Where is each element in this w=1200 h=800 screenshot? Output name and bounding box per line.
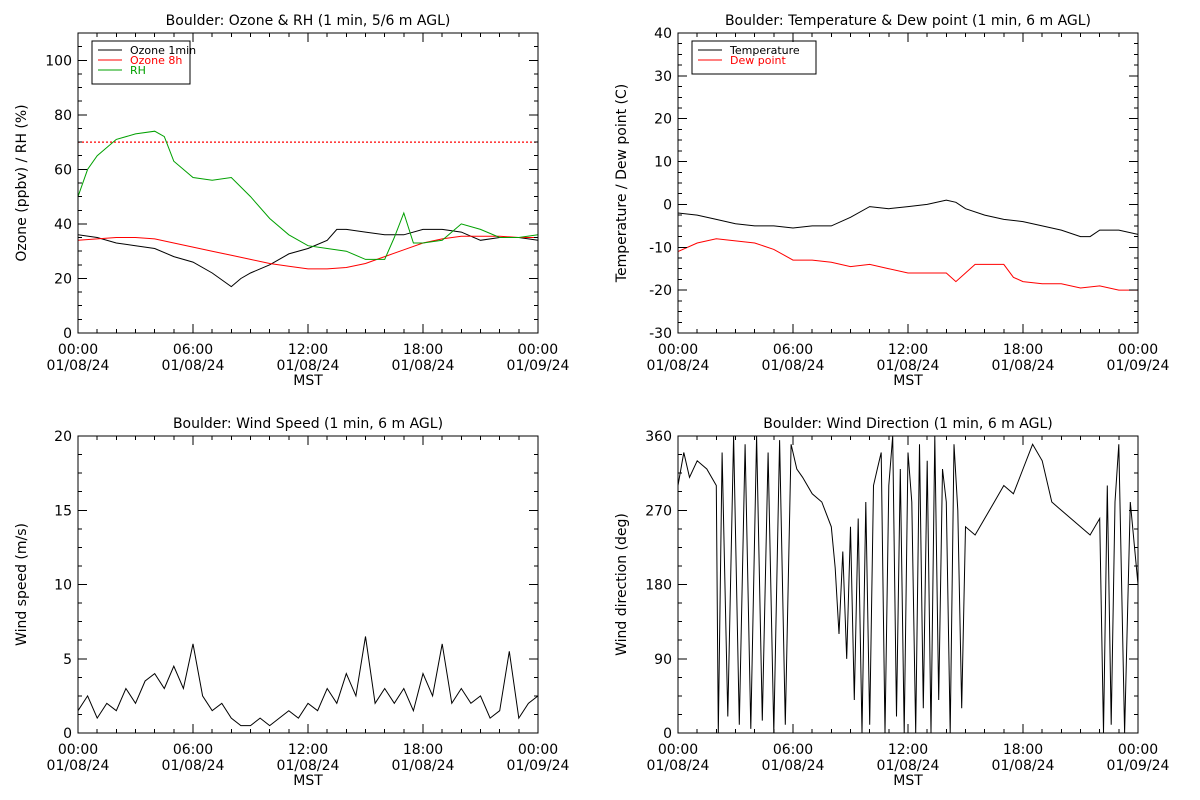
- x-tick-time-label: 06:00: [173, 742, 213, 758]
- y-tick-label: 100: [45, 53, 72, 69]
- x-tick-time-label: 18:00: [403, 342, 443, 358]
- legend-label: Dew point: [730, 54, 786, 67]
- panel-1: 02040608010000:0001/08/2406:0001/08/2412…: [14, 13, 570, 389]
- x-tick-time-label: 12:00: [888, 742, 928, 758]
- x-tick-date-label: 01/09/24: [507, 758, 570, 774]
- x-axis-label: MST: [893, 373, 923, 389]
- x-tick-time-label: 18:00: [1003, 742, 1043, 758]
- x-tick-date-label: 01/08/24: [47, 758, 110, 774]
- y-tick-label: 0: [663, 726, 672, 742]
- x-tick-date-label: 01/08/24: [992, 358, 1055, 374]
- x-tick-time-label: 00:00: [58, 742, 98, 758]
- y-axis-label: Ozone (ppbv) / RH (%): [14, 104, 30, 261]
- x-tick-time-label: 00:00: [658, 342, 698, 358]
- x-tick-time-label: 18:00: [403, 742, 443, 758]
- y-tick-label: 80: [54, 108, 72, 124]
- chart-title: Boulder: Wind Direction (1 min, 6 m AGL): [763, 416, 1052, 432]
- y-axis-label: Wind speed (m/s): [14, 523, 30, 646]
- y-tick-label: 360: [645, 429, 672, 445]
- x-tick-date-label: 01/08/24: [47, 358, 110, 374]
- x-tick-date-label: 01/08/24: [647, 358, 710, 374]
- y-tick-label: -10: [649, 240, 672, 256]
- x-axis-label: MST: [293, 773, 323, 789]
- x-tick-time-label: 12:00: [288, 342, 328, 358]
- x-tick-date-label: 01/09/24: [1107, 758, 1170, 774]
- x-tick-date-label: 01/08/24: [762, 758, 825, 774]
- y-axis-label: Wind direction (deg): [614, 513, 630, 656]
- x-tick-date-label: 01/08/24: [277, 358, 340, 374]
- y-tick-label: -30: [649, 326, 672, 342]
- x-tick-date-label: 01/09/24: [507, 358, 570, 374]
- x-tick-time-label: 00:00: [518, 742, 558, 758]
- y-tick-label: 30: [654, 69, 672, 85]
- x-tick-time-label: 06:00: [173, 342, 213, 358]
- y-axis-label: Temperature / Dew point (C): [614, 84, 630, 283]
- x-axis-label: MST: [293, 373, 323, 389]
- x-tick-time-label: 00:00: [58, 342, 98, 358]
- y-tick-label: 20: [654, 112, 672, 128]
- x-tick-date-label: 01/08/24: [992, 758, 1055, 774]
- y-tick-label: 20: [54, 271, 72, 287]
- y-tick-label: 10: [654, 155, 672, 171]
- x-tick-date-label: 01/08/24: [877, 358, 940, 374]
- y-tick-label: 40: [54, 217, 72, 233]
- series-line-2: [78, 235, 538, 270]
- y-tick-label: 5: [63, 652, 72, 668]
- x-tick-date-label: 01/08/24: [762, 358, 825, 374]
- x-tick-time-label: 06:00: [773, 342, 813, 358]
- chart-title: Boulder: Temperature & Dew point (1 min,…: [725, 13, 1091, 29]
- chart-title: Boulder: Ozone & RH (1 min, 5/6 m AGL): [166, 13, 451, 29]
- y-tick-label: 180: [645, 578, 672, 594]
- x-tick-time-label: 00:00: [658, 742, 698, 758]
- x-tick-date-label: 01/08/24: [162, 758, 225, 774]
- x-tick-time-label: 12:00: [888, 342, 928, 358]
- y-tick-label: 60: [54, 162, 72, 178]
- panel-4: 09018027036000:0001/08/2406:0001/08/2412…: [614, 416, 1170, 789]
- x-tick-date-label: 01/08/24: [392, 358, 455, 374]
- y-tick-label: 0: [63, 726, 72, 742]
- legend-label: Temperature: [729, 44, 800, 57]
- x-axis-label: MST: [893, 773, 923, 789]
- y-tick-label: 10: [54, 578, 72, 594]
- y-tick-label: 90: [654, 652, 672, 668]
- y-tick-label: 0: [63, 326, 72, 342]
- x-tick-date-label: 01/08/24: [277, 758, 340, 774]
- x-tick-time-label: 12:00: [288, 742, 328, 758]
- x-tick-date-label: 01/08/24: [647, 758, 710, 774]
- legend-box: [691, 40, 817, 75]
- x-tick-time-label: 00:00: [518, 342, 558, 358]
- y-tick-label: 40: [654, 26, 672, 42]
- legend-label: Ozone 8h: [130, 54, 182, 67]
- y-tick-label: 0: [663, 197, 672, 213]
- series-line-2: [678, 238, 1138, 291]
- y-tick-label: 20: [54, 429, 72, 445]
- y-tick-label: 270: [645, 503, 672, 519]
- series-line-1: [78, 228, 538, 288]
- panel-2: -30-20-1001020304000:0001/08/2406:0001/0…: [614, 13, 1170, 389]
- y-tick-label: -20: [649, 283, 672, 299]
- legend-label: RH: [130, 64, 146, 77]
- series-line-1: [78, 636, 538, 727]
- panel-3: 0510152000:0001/08/2406:0001/08/2412:000…: [14, 416, 570, 789]
- series-line-1: [678, 436, 1138, 733]
- x-tick-time-label: 06:00: [773, 742, 813, 758]
- x-tick-date-label: 01/08/24: [877, 758, 940, 774]
- series-line-1: [678, 199, 1138, 238]
- x-tick-date-label: 01/08/24: [392, 758, 455, 774]
- series-line-3: [78, 130, 538, 260]
- y-tick-label: 15: [54, 503, 72, 519]
- x-tick-time-label: 18:00: [1003, 342, 1043, 358]
- x-tick-time-label: 00:00: [1118, 342, 1158, 358]
- x-tick-time-label: 00:00: [1118, 742, 1158, 758]
- chart-title: Boulder: Wind Speed (1 min, 6 m AGL): [173, 416, 443, 432]
- x-tick-date-label: 01/09/24: [1107, 358, 1170, 374]
- legend-box: [91, 40, 191, 85]
- x-tick-date-label: 01/08/24: [162, 358, 225, 374]
- legend-label: Ozone 1min: [130, 44, 196, 57]
